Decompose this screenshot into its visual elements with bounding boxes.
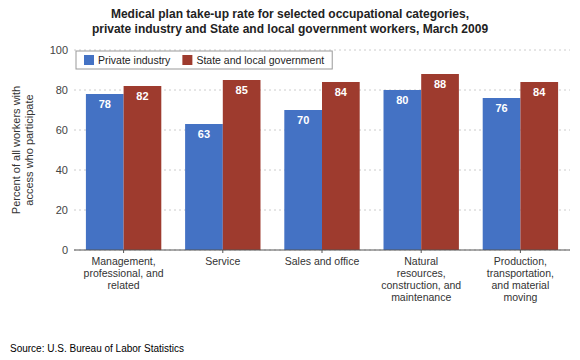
x-tick-label: Naturalresources,construction, andmainte… — [381, 255, 461, 303]
data-label: 76 — [495, 102, 507, 114]
bars — [86, 74, 558, 250]
chart: Medical plan take-up rate for selected o… — [0, 0, 580, 360]
x-tick — [520, 250, 521, 253]
bar — [520, 82, 558, 250]
grid-line — [74, 50, 570, 51]
y-tick-label: 20 — [56, 204, 68, 216]
bar — [421, 74, 459, 250]
data-label: 82 — [136, 90, 148, 102]
data-labels: 78 63 70 80 76 82 85 84 88 84 — [99, 78, 547, 140]
x-tick-label: Production,transportation,and materialmo… — [487, 255, 554, 303]
data-label: 84 — [335, 86, 348, 98]
bar — [284, 110, 322, 250]
legend-label: State and local government — [196, 54, 324, 66]
data-label: 70 — [297, 114, 309, 126]
bar — [185, 124, 223, 250]
legend-swatch — [182, 55, 192, 65]
legend: Private industry State and local governme… — [76, 51, 332, 69]
x-tick — [123, 250, 124, 253]
legend-label: Private industry — [98, 54, 171, 66]
x-tick — [421, 250, 422, 253]
y-tick-label: 80 — [56, 84, 68, 96]
source: Source: U.S. Bureau of Labor Statistics — [10, 343, 184, 354]
x-tick — [222, 250, 223, 253]
bar — [223, 80, 261, 250]
x-tick-label: Sales and office — [285, 255, 360, 267]
legend-swatch — [84, 55, 94, 65]
data-label: 80 — [396, 94, 408, 106]
y-tick-label: 60 — [56, 124, 68, 136]
bar — [86, 94, 124, 250]
data-label: 63 — [198, 128, 210, 140]
data-label: 84 — [533, 86, 546, 98]
x-tick-label: Management,professional, andrelated — [84, 255, 164, 291]
background — [0, 0, 580, 360]
data-label: 85 — [236, 84, 248, 96]
legend-frame — [76, 51, 332, 69]
y-axis-label: Percent of all workers withaccess who pa… — [10, 86, 35, 214]
y-tick-label: 100 — [50, 44, 68, 56]
x-tick-label: Service — [205, 255, 240, 267]
y-tick-label: 0 — [62, 244, 68, 256]
data-label: 78 — [99, 98, 111, 110]
bar — [483, 98, 521, 250]
bar — [384, 90, 422, 250]
data-label: 88 — [434, 78, 446, 90]
grid — [74, 50, 570, 250]
bar — [322, 82, 360, 250]
bar — [124, 86, 162, 250]
title: Medical plan take-up rate for selected o… — [92, 7, 488, 36]
x-tick — [322, 250, 323, 253]
y-tick-label: 40 — [56, 164, 68, 176]
